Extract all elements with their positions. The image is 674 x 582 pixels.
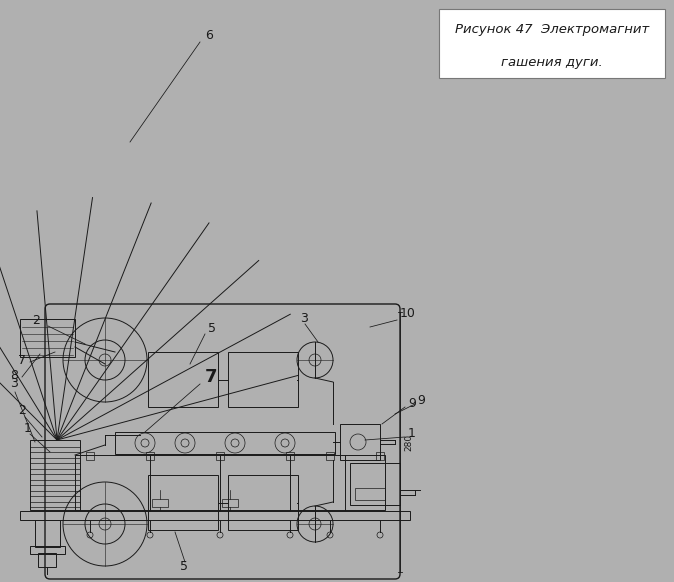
Bar — [146, 452, 154, 460]
Text: 5: 5 — [180, 560, 188, 573]
Bar — [75, 455, 385, 510]
Bar — [20, 319, 75, 357]
Text: 9: 9 — [408, 397, 416, 410]
Bar — [148, 352, 218, 407]
Bar — [286, 452, 294, 460]
Text: 3: 3 — [10, 377, 18, 390]
Bar — [30, 440, 80, 510]
Bar — [228, 475, 298, 530]
Bar — [20, 511, 410, 520]
Bar — [326, 452, 334, 460]
FancyBboxPatch shape — [439, 9, 665, 78]
Text: 3: 3 — [300, 312, 308, 325]
Text: 8: 8 — [10, 369, 18, 382]
Bar — [228, 352, 298, 407]
Text: Рисунок 47  Электромагнит: Рисунок 47 Электромагнит — [455, 23, 649, 36]
Text: 7: 7 — [18, 354, 26, 367]
Bar — [35, 520, 60, 547]
Bar — [222, 499, 238, 507]
Text: 2: 2 — [32, 314, 40, 327]
Text: 5: 5 — [208, 322, 216, 335]
Bar — [38, 553, 56, 567]
Text: 2: 2 — [18, 404, 26, 417]
Text: 6: 6 — [205, 29, 213, 42]
Text: 1: 1 — [24, 422, 32, 435]
Text: 280: 280 — [404, 434, 413, 450]
Text: гашения дуги.: гашения дуги. — [501, 56, 603, 69]
Bar — [376, 452, 384, 460]
Bar — [86, 452, 94, 460]
Bar — [115, 432, 335, 454]
Text: 10: 10 — [400, 307, 416, 320]
Bar — [355, 488, 385, 500]
Text: 1: 1 — [408, 427, 416, 440]
Bar — [350, 463, 400, 505]
Text: 7: 7 — [205, 368, 218, 386]
Bar — [30, 546, 65, 554]
Bar — [216, 452, 224, 460]
Bar — [340, 424, 380, 460]
Bar — [148, 475, 218, 530]
Bar — [152, 499, 168, 507]
Text: 9: 9 — [417, 394, 425, 407]
